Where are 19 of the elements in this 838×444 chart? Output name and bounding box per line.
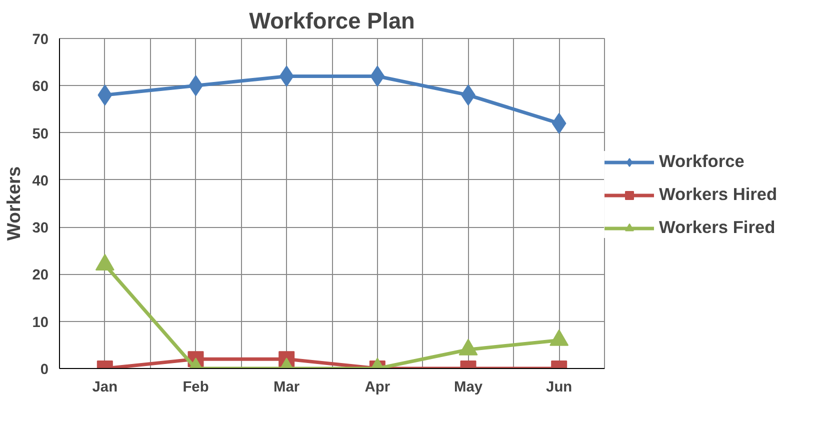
y-tick-label: 30 (32, 220, 49, 237)
y-tick-label: 60 (32, 79, 49, 96)
x-tick-label: May (454, 380, 484, 396)
x-tick-label: Feb (182, 380, 209, 396)
y-tick-label: 40 (32, 173, 49, 190)
y-tick-label: 10 (32, 314, 49, 331)
y-axis-title: Workers (3, 166, 24, 241)
x-tick-label: Apr (364, 380, 390, 396)
y-tick-label: 50 (32, 126, 49, 142)
x-tick-label: Mar (274, 380, 300, 396)
y-tick-label: 20 (32, 268, 49, 284)
y-tick-label: 0 (40, 362, 49, 378)
chart-title: Workforce Plan (249, 8, 415, 34)
legend-label: Workforce (659, 151, 744, 172)
x-tick-label: Jun (546, 380, 572, 396)
x-tick-label: Jan (92, 380, 118, 396)
legend-label: Workers Fired (659, 217, 776, 238)
legend-label: Workers Hired (659, 184, 778, 205)
y-tick-label: 70 (32, 32, 49, 48)
